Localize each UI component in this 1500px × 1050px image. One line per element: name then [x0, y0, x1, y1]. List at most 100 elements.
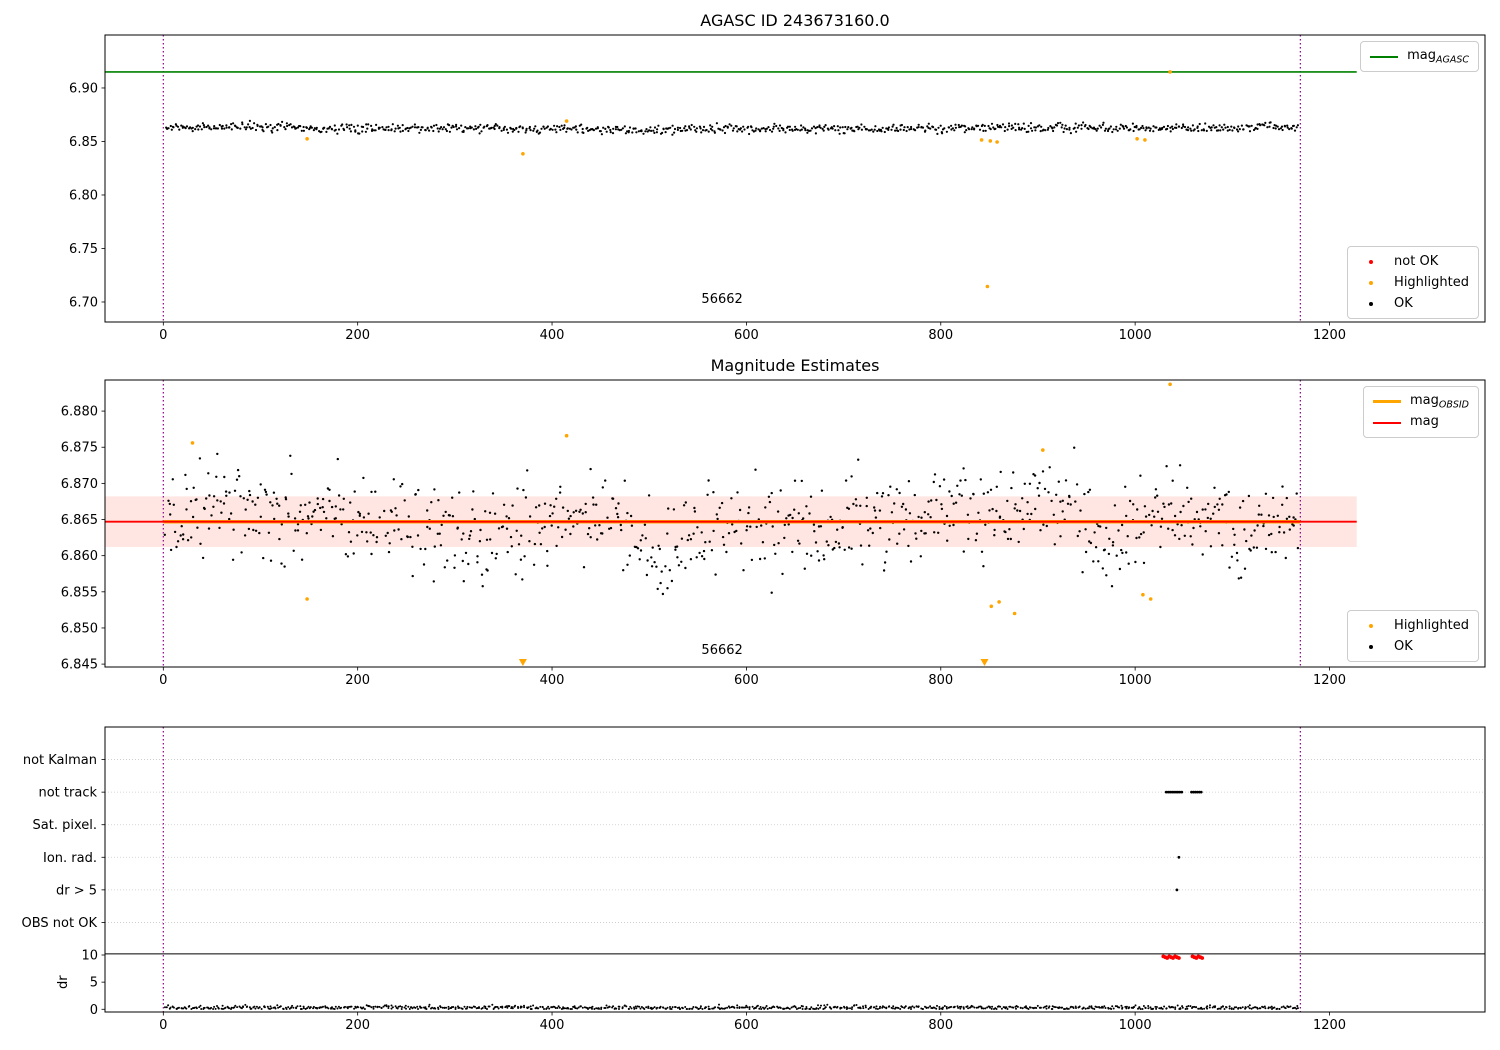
legend-plot2-lines: magOBSID mag: [1362, 386, 1479, 438]
svg-text:1200: 1200: [1313, 673, 1346, 688]
svg-text:200: 200: [345, 1018, 370, 1033]
legend-label: mag: [1409, 413, 1439, 429]
x-tick-labels: 0 200 400 600 800 1000 1200: [159, 1012, 1346, 1033]
legend-dot-sample: [1369, 301, 1374, 306]
svg-text:800: 800: [928, 673, 953, 688]
legend-label: Highlighted: [1394, 618, 1469, 633]
legend-line-swatch: [1370, 55, 1399, 58]
x-tick-labels: 0 200 400 600 800 1000 1200: [159, 322, 1346, 343]
svg-text:not track: not track: [38, 786, 97, 801]
axes-spine: [104, 726, 1486, 1013]
legend-item: not OK: [1357, 251, 1469, 272]
legend-dot-swatch: [1357, 259, 1385, 264]
svg-text:6.85: 6.85: [69, 135, 98, 150]
legend-label: magAGASC: [1407, 47, 1469, 66]
legend-line-sample: [1370, 55, 1399, 58]
legend-dot-swatch: [1357, 644, 1385, 649]
legend-item: magAGASC: [1370, 46, 1469, 67]
legend-dot-sample: [1369, 623, 1374, 628]
legend-item: OK: [1357, 636, 1469, 657]
clipped-markers: [518, 659, 989, 666]
svg-text:200: 200: [345, 328, 370, 343]
legend-line-swatch: [1372, 421, 1401, 424]
svg-text:1000: 1000: [1119, 673, 1152, 688]
svg-text:0: 0: [159, 1018, 167, 1033]
svg-text:600: 600: [734, 673, 759, 688]
svg-text:800: 800: [928, 1018, 953, 1033]
ok-points: [164, 1003, 1299, 1010]
svg-text:600: 600: [734, 328, 759, 343]
svg-text:5: 5: [90, 976, 98, 991]
svg-text:6.850: 6.850: [61, 621, 98, 636]
svg-text:200: 200: [345, 673, 370, 688]
svg-text:6.845: 6.845: [61, 658, 98, 673]
svg-text:6.880: 6.880: [61, 405, 98, 420]
flag-row-labels: not Kalman not track Sat. pixel. Ion. rad. d…: [22, 753, 105, 931]
svg-text:Ion. rad.: Ion. rad.: [43, 851, 97, 866]
svg-text:10: 10: [81, 949, 98, 964]
legend-plot2-points: Highlighted OK: [1347, 610, 1479, 662]
svg-text:0: 0: [159, 673, 167, 688]
axes-flags-dr: 0 200 400 600 800 1000 1200 0 5 10 not Kalman not t…: [22, 726, 1486, 1033]
legend-dot-swatch: [1357, 623, 1385, 628]
obsid-annotation: 56662: [701, 643, 742, 658]
legend-label: OK: [1394, 639, 1413, 654]
svg-text:400: 400: [540, 673, 565, 688]
y-tick-labels: 6.70 6.75 6.80 6.85 6.90: [69, 81, 105, 310]
legend-item: OK: [1357, 293, 1469, 314]
legend-label: not OK: [1394, 254, 1439, 269]
legend-label: magOBSID: [1409, 392, 1469, 411]
svg-text:OBS not OK: OBS not OK: [22, 916, 98, 931]
plot1-title: AGASC ID 243673160.0: [700, 11, 890, 30]
legend-item: Highlighted: [1357, 615, 1469, 636]
svg-text:6.865: 6.865: [61, 513, 98, 528]
svg-text:800: 800: [928, 328, 953, 343]
svg-text:1000: 1000: [1119, 1018, 1152, 1033]
svg-text:400: 400: [540, 1018, 565, 1033]
svg-text:600: 600: [734, 1018, 759, 1033]
svg-text:6.70: 6.70: [69, 295, 98, 310]
dr-tick-labels: 0 5 10: [81, 949, 105, 1018]
legend-dot-sample: [1369, 280, 1374, 285]
x-tick-labels: 0 200 400 600 800 1000 1200: [159, 667, 1346, 688]
highlighted-points: [305, 70, 1172, 289]
plot2-title: Magnitude Estimates: [710, 356, 880, 375]
svg-text:not Kalman: not Kalman: [23, 753, 97, 768]
svg-text:400: 400: [540, 328, 565, 343]
svg-text:6.855: 6.855: [61, 585, 98, 600]
legend-plot1-line: magAGASC: [1360, 41, 1479, 72]
axes-mag-estimates: 0 200 400 600 800 1000 1200 6.845 6.850 6.855 6.86…: [61, 379, 1486, 688]
legend-dot-swatch: [1357, 280, 1385, 285]
svg-text:0: 0: [90, 1003, 98, 1018]
svg-text:6.75: 6.75: [69, 242, 98, 257]
axes-spine: [104, 379, 1486, 668]
legend-dot-swatch: [1357, 301, 1385, 306]
legend-line-sample: [1372, 421, 1401, 424]
legend-dot-sample: [1369, 644, 1374, 649]
flag-points: [1164, 790, 1203, 892]
svg-text:dr > 5: dr > 5: [56, 883, 97, 898]
highlighted-points: [190, 382, 1172, 616]
y-tick-labels: 6.845 6.850 6.855 6.860 6.865 6.870 6.875 6.880: [61, 405, 105, 673]
legend-line-swatch: [1372, 400, 1401, 403]
legend-item: Highlighted: [1357, 272, 1469, 293]
dr-axis-label: dr: [56, 975, 71, 989]
svg-text:6.80: 6.80: [69, 188, 98, 203]
svg-text:6.870: 6.870: [61, 477, 98, 492]
legend-plot1-points: not OK Highlighted OK: [1347, 246, 1479, 319]
svg-text:6.875: 6.875: [61, 441, 98, 456]
axes-spine: [104, 34, 1486, 323]
legend-label: Highlighted: [1394, 275, 1469, 290]
legend-item: mag: [1372, 412, 1469, 433]
svg-text:Sat. pixel.: Sat. pixel.: [33, 818, 97, 833]
legend-line-sample: [1372, 400, 1401, 403]
axes-agasc-mag: 0 200 400 600 800 1000 1200 6.70 6.75 6.80 6.85 6.9…: [69, 34, 1486, 343]
svg-text:6.90: 6.90: [69, 81, 98, 96]
ok-points: [165, 119, 1299, 136]
legend-dot-sample: [1369, 259, 1374, 264]
ok-points: [163, 446, 1300, 596]
legend-item: magOBSID: [1372, 391, 1469, 412]
svg-text:1000: 1000: [1119, 328, 1152, 343]
